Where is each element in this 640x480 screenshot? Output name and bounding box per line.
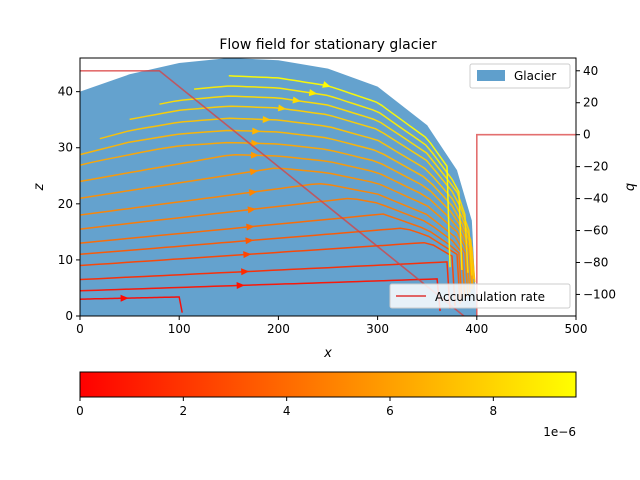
streamline-arrow-0: [120, 294, 129, 302]
streamline-arrow-9: [250, 151, 259, 159]
streamline-13: [129, 105, 473, 276]
legend-glacier: Glacier: [469, 63, 571, 89]
colorbar-tick-label-4: 8: [490, 404, 498, 418]
x-tick-label-5: 500: [565, 322, 588, 336]
plot-area: [80, 58, 576, 316]
streamline-arrow-6: [247, 206, 256, 214]
legend-accumulation-label: Accumulation rate: [435, 290, 545, 304]
colorbar-tick-label-1: 2: [180, 404, 188, 418]
streamline-3: [80, 241, 456, 306]
streamlines-group: [80, 75, 476, 313]
streamline-arrow-16: [322, 81, 331, 88]
streamline-16: [228, 75, 451, 268]
streamline-arrow-2: [241, 268, 250, 276]
chart-title: Flow field for stationary glacier: [219, 37, 437, 53]
colorbar-tick-label-0: 0: [76, 404, 84, 418]
y-right-tick-label-4: −40: [583, 192, 608, 206]
x-tick-label-3: 300: [366, 322, 389, 336]
y-left-tick-label-4: 40: [58, 85, 73, 99]
streamline-0: [80, 296, 183, 313]
streamline-arrow-10: [251, 139, 260, 147]
streamline-15: [194, 85, 463, 271]
streamline-4: [80, 227, 461, 304]
y-right-tick-label-5: −60: [583, 224, 608, 238]
streamline-1: [80, 278, 441, 312]
y-right-tick-label-2: 0: [583, 128, 591, 142]
streamline-arrow-1: [236, 282, 245, 290]
streamline-7: [80, 183, 469, 296]
streamline-arrow-5: [246, 223, 255, 231]
streamline-arrow-4: [245, 237, 254, 245]
y-left-tick-label-1: 10: [58, 253, 73, 267]
x-axis-label: x: [323, 346, 332, 361]
streamline-arrow-15: [308, 89, 318, 97]
streamline-8: [80, 167, 471, 293]
y-right-tick-label-6: −80: [583, 255, 608, 269]
y-right-tick-label-1: 20: [583, 96, 598, 110]
colorbar-offset-text: 1e−6: [543, 425, 576, 439]
streamline-12: [99, 117, 475, 280]
streamline-6: [80, 197, 466, 299]
x-tick-label-4: 400: [465, 322, 488, 336]
streamline-11: [80, 129, 476, 283]
legend-glacier-swatch: [477, 70, 505, 81]
y-left-tick-label-2: 20: [58, 197, 73, 211]
colorbar-tick-label-3: 6: [386, 404, 394, 418]
y-axis-right: 40 20 0 −20 −40 −60 −80 −100: [576, 64, 616, 301]
y-right-tick-label-3: −20: [583, 160, 608, 174]
colorbar: 0 2 4 6 8 1e−6: [76, 371, 577, 439]
streamline-14: [159, 95, 469, 273]
y-right-tick-label-7: −100: [583, 287, 616, 301]
y-axis-label-right: q: [623, 183, 638, 191]
colorbar-tick-label-2: 4: [283, 404, 291, 418]
x-tick-label-0: 0: [76, 322, 84, 336]
legend-glacier-label: Glacier: [514, 69, 556, 83]
streamline-arrow-12: [262, 115, 271, 123]
streamline-10: [80, 141, 474, 286]
streamline-arrow-14: [292, 96, 301, 104]
accumulation-rate-line: [80, 69, 576, 316]
streamline-arrow-8: [249, 168, 259, 176]
streamline-arrow-11: [252, 127, 261, 135]
x-axis: 0 100 200 300 400 500: [76, 316, 587, 336]
x-tick-label-1: 100: [168, 322, 191, 336]
y-axis-left: 0 10 20 30 40: [58, 85, 80, 323]
colorbar-gradient: [79, 371, 577, 398]
streamline-arrow-3: [243, 251, 252, 259]
legend-accumulation: Accumulation rate: [389, 283, 571, 309]
y-right-tick-label-0: 40: [583, 64, 598, 78]
axes-frame: [79, 57, 577, 317]
streamline-arrow-13: [277, 104, 287, 112]
streamline-9: [80, 154, 473, 290]
y-left-tick-label-3: 30: [58, 141, 73, 155]
streamline-5: [80, 213, 463, 302]
y-left-tick-label-0: 0: [65, 309, 73, 323]
streamline-arrow-7: [248, 189, 258, 197]
colorbar-ticks: 0 2 4 6 8: [76, 397, 497, 418]
y-axis-label-left: z: [32, 182, 47, 191]
streamline-2: [80, 261, 451, 309]
x-tick-label-2: 200: [267, 322, 290, 336]
